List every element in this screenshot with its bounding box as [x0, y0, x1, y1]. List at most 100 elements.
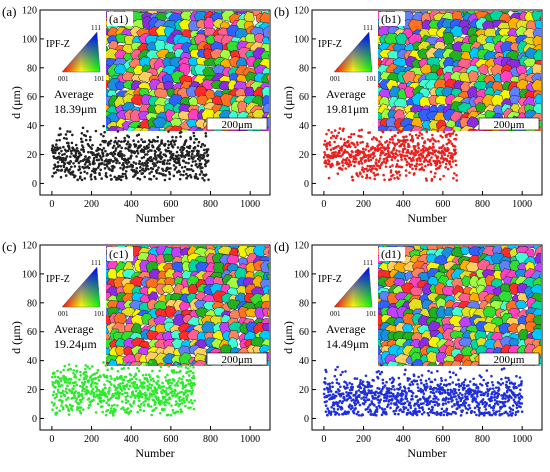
data-point — [156, 140, 159, 143]
x-tick-label: 400 — [124, 199, 139, 210]
data-point — [147, 389, 150, 392]
data-point — [137, 386, 140, 389]
data-point — [498, 410, 501, 413]
data-point — [346, 151, 349, 154]
data-point — [354, 160, 357, 163]
data-point — [354, 407, 357, 410]
data-point — [381, 414, 384, 417]
scatter-series — [51, 125, 210, 182]
data-point — [506, 385, 509, 388]
data-point — [155, 157, 158, 160]
data-point — [492, 384, 495, 387]
data-point — [168, 402, 171, 405]
data-point — [170, 387, 173, 390]
data-point — [460, 385, 463, 388]
data-point — [452, 177, 455, 180]
data-point — [57, 169, 60, 172]
data-point — [367, 145, 370, 148]
data-point — [386, 397, 389, 400]
data-point — [106, 395, 109, 398]
data-point — [454, 152, 457, 155]
data-point — [154, 401, 157, 404]
y-axis-label: d (μm) — [281, 86, 295, 119]
data-point — [342, 393, 345, 396]
data-point — [454, 148, 457, 151]
data-point — [79, 374, 82, 377]
data-point — [163, 362, 166, 365]
data-point — [425, 179, 428, 182]
average-value: 14.49μm — [326, 337, 369, 351]
data-point — [173, 379, 176, 382]
data-point — [401, 398, 404, 401]
data-point — [334, 368, 337, 371]
data-point — [519, 406, 522, 409]
data-point — [147, 398, 150, 401]
data-point — [412, 392, 415, 395]
data-point — [373, 136, 376, 139]
data-point — [493, 405, 496, 408]
data-point — [143, 404, 146, 407]
data-point — [79, 168, 82, 171]
data-point — [330, 148, 333, 151]
data-point — [357, 175, 360, 178]
data-point — [392, 174, 395, 177]
data-point — [72, 170, 75, 173]
data-point — [483, 393, 486, 396]
data-point — [187, 175, 190, 178]
data-point — [440, 411, 443, 414]
data-point — [506, 390, 509, 393]
data-point — [375, 159, 378, 162]
data-point — [337, 132, 340, 135]
data-point — [173, 143, 176, 146]
data-point — [148, 405, 151, 408]
data-point — [434, 404, 437, 407]
data-point — [125, 376, 128, 379]
data-point — [107, 144, 110, 147]
data-point — [329, 144, 332, 147]
data-point — [111, 404, 114, 407]
y-tick-label: 60 — [299, 327, 309, 338]
data-point — [156, 169, 159, 172]
data-point — [67, 410, 70, 413]
data-point — [424, 165, 427, 168]
data-point — [418, 410, 421, 413]
data-point — [391, 398, 394, 401]
data-point — [397, 177, 400, 180]
data-point — [419, 398, 422, 401]
data-point — [72, 162, 75, 165]
data-point — [201, 166, 204, 169]
data-point — [454, 159, 457, 162]
data-point — [326, 145, 329, 148]
data-point — [411, 398, 414, 401]
data-point — [80, 412, 83, 415]
data-point — [440, 380, 443, 383]
data-point — [82, 408, 85, 411]
data-point — [349, 136, 352, 139]
data-point — [156, 136, 159, 139]
data-point — [457, 401, 460, 404]
data-point — [185, 161, 188, 164]
data-point — [416, 395, 419, 398]
data-point — [388, 387, 391, 390]
data-point — [461, 394, 464, 397]
x-tick-label: 0 — [321, 434, 326, 445]
data-point — [203, 144, 206, 147]
scale-bar-label: 200μm — [222, 119, 253, 131]
data-point — [92, 152, 95, 155]
data-point — [388, 141, 391, 144]
data-point — [88, 156, 91, 159]
scatter-series — [323, 127, 458, 182]
data-point — [420, 163, 423, 166]
data-point — [440, 377, 443, 380]
data-point — [85, 135, 88, 138]
data-point — [385, 399, 388, 402]
y-axis-label: d (μm) — [9, 321, 23, 354]
data-point — [409, 133, 412, 136]
data-point — [191, 389, 194, 392]
data-point — [106, 369, 109, 372]
data-point — [441, 136, 444, 139]
data-point — [449, 163, 452, 166]
data-point — [88, 160, 91, 163]
data-point — [415, 165, 418, 168]
